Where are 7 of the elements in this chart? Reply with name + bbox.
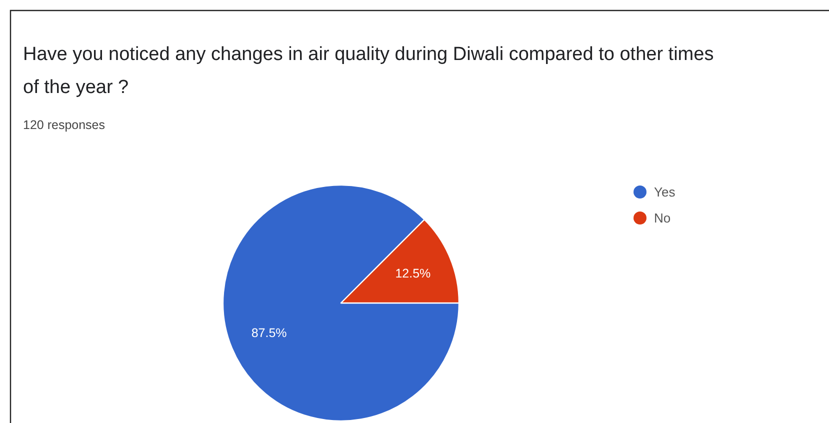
legend-label: No (654, 210, 671, 226)
pie-slice (222, 184, 460, 422)
legend-label: Yes (654, 184, 676, 200)
data-label: 12.5% (395, 266, 431, 281)
chart-title: Have you noticed any changes in air quality during Diwali compared to other times of the year ? (23, 44, 714, 98)
data-label: 87.5% (251, 326, 287, 340)
text: 120 responses (23, 118, 106, 132)
